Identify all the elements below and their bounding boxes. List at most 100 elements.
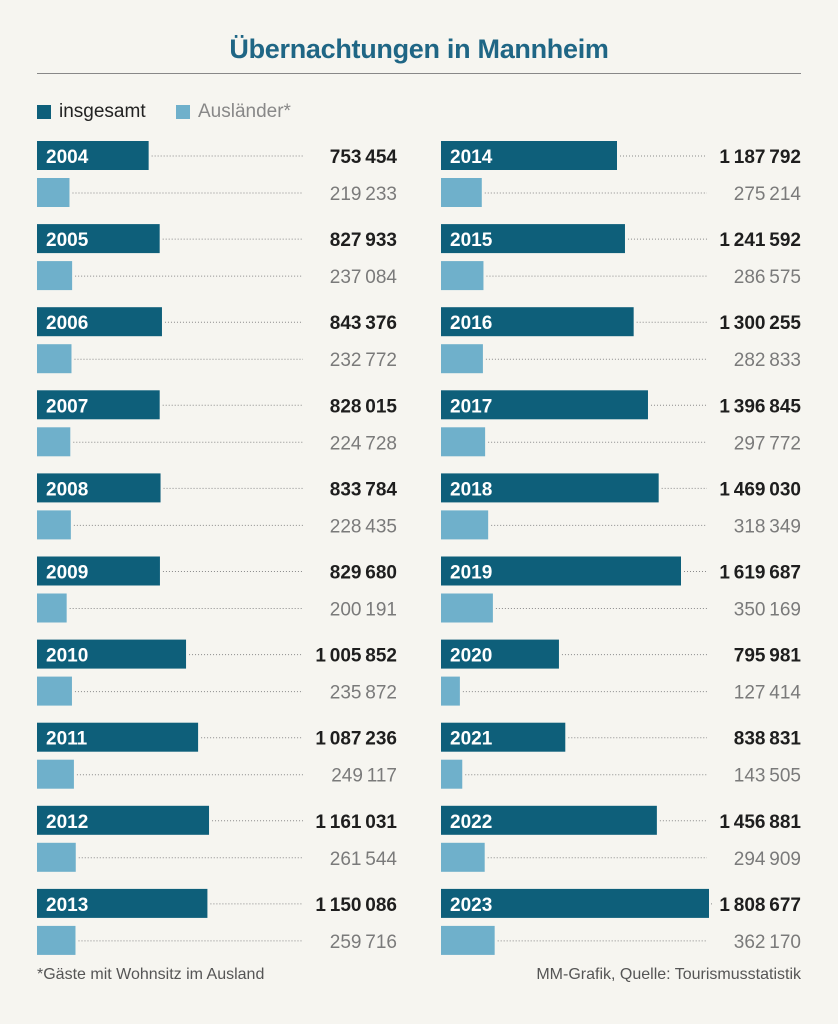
bar-total-2010 xyxy=(37,639,187,669)
value-label-foreign-2019: 350 169 xyxy=(734,600,801,621)
bar-foreign-2011 xyxy=(37,759,74,789)
value-label-total-2010: 1 005 852 xyxy=(315,646,397,667)
legend-label-total: insgesamt xyxy=(59,101,146,122)
value-label-foreign-2011: 249 117 xyxy=(331,766,397,787)
year-label-2013: 2013 xyxy=(46,895,88,916)
value-label-total-2014: 1 187 792 xyxy=(719,147,801,168)
bar-foreign-2022 xyxy=(441,842,485,872)
value-label-foreign-2004: 219 233 xyxy=(330,184,397,205)
bar-total-2013 xyxy=(37,888,208,918)
bar-total-2016 xyxy=(441,307,634,337)
value-label-total-2005: 827 933 xyxy=(330,230,397,251)
value-label-foreign-2005: 237 084 xyxy=(330,267,398,288)
bar-foreign-2020 xyxy=(441,676,460,706)
value-label-total-2017: 1 396 845 xyxy=(719,396,801,417)
bar-total-2007 xyxy=(37,390,160,420)
bar-foreign-2012 xyxy=(37,842,76,872)
value-label-foreign-2006: 232 772 xyxy=(330,350,397,371)
year-label-2009: 2009 xyxy=(46,563,88,584)
chart-title: Übernachtungen in Mannheim xyxy=(229,34,609,64)
bar-total-2012 xyxy=(37,805,210,835)
value-label-total-2008: 833 784 xyxy=(330,479,398,500)
year-label-2019: 2019 xyxy=(450,563,492,584)
value-label-total-2007: 828 015 xyxy=(330,396,398,417)
year-label-2008: 2008 xyxy=(46,479,88,500)
bar-total-2023 xyxy=(441,888,709,918)
year-label-2018: 2018 xyxy=(450,479,492,500)
bar-foreign-2005 xyxy=(37,261,73,291)
bar-total-2020 xyxy=(441,639,559,669)
value-label-total-2013: 1 150 086 xyxy=(315,895,397,916)
year-label-2022: 2022 xyxy=(450,812,492,833)
bar-foreign-2015 xyxy=(441,261,484,291)
value-label-total-2023: 1 808 677 xyxy=(719,895,801,916)
value-label-total-2016: 1 300 255 xyxy=(719,313,801,334)
bar-foreign-2017 xyxy=(441,427,486,457)
bar-total-2006 xyxy=(37,307,162,337)
year-label-2010: 2010 xyxy=(46,646,88,667)
bar-foreign-2023 xyxy=(441,925,495,955)
bar-total-2015 xyxy=(441,224,625,254)
year-label-2011: 2011 xyxy=(46,729,88,750)
year-label-2012: 2012 xyxy=(46,812,88,833)
year-label-2015: 2015 xyxy=(450,230,493,251)
year-label-2023: 2023 xyxy=(450,895,492,916)
value-label-total-2012: 1 161 031 xyxy=(315,812,397,833)
year-label-2017: 2017 xyxy=(450,396,492,417)
value-label-foreign-2018: 318 349 xyxy=(734,516,801,537)
bar-foreign-2019 xyxy=(441,593,493,623)
year-label-2020: 2020 xyxy=(450,646,492,667)
value-label-total-2006: 843 376 xyxy=(330,313,397,334)
value-label-foreign-2014: 275 214 xyxy=(734,184,802,205)
bar-foreign-2009 xyxy=(37,593,67,623)
value-label-foreign-2022: 294 909 xyxy=(734,849,801,870)
bar-foreign-2004 xyxy=(37,178,70,207)
value-label-total-2021: 838 831 xyxy=(734,729,802,750)
bar-total-2011 xyxy=(37,722,199,752)
value-label-foreign-2020: 127 414 xyxy=(734,683,802,704)
value-label-foreign-2023: 362 170 xyxy=(734,932,801,953)
bar-total-2009 xyxy=(37,556,160,586)
value-label-foreign-2007: 224 728 xyxy=(330,433,397,454)
value-label-foreign-2008: 228 435 xyxy=(330,516,397,537)
value-label-total-2009: 829 680 xyxy=(330,563,397,584)
year-label-2005: 2005 xyxy=(46,230,89,251)
value-label-total-2018: 1 469 030 xyxy=(719,479,801,500)
year-label-2016: 2016 xyxy=(450,313,492,334)
title-divider xyxy=(37,73,801,74)
legend-item-foreign: Ausländer* xyxy=(176,100,291,124)
bar-total-2004 xyxy=(37,141,149,170)
legend-label-foreign: Ausländer* xyxy=(198,101,291,122)
year-label-2007: 2007 xyxy=(46,396,88,417)
bar-total-2022 xyxy=(441,805,657,835)
year-label-2006: 2006 xyxy=(46,313,88,334)
value-label-total-2004: 753 454 xyxy=(330,147,398,168)
value-label-total-2020: 795 981 xyxy=(734,646,802,667)
bar-total-2021 xyxy=(441,722,566,752)
legend-swatch-total xyxy=(37,105,51,119)
value-label-foreign-2010: 235 872 xyxy=(330,683,397,704)
bar-foreign-2014 xyxy=(441,178,482,207)
bar-foreign-2008 xyxy=(37,510,71,540)
value-label-foreign-2009: 200 191 xyxy=(330,600,397,621)
bar-foreign-2006 xyxy=(37,344,72,374)
bar-total-2008 xyxy=(37,473,161,503)
bar-foreign-2010 xyxy=(37,676,72,706)
value-label-foreign-2016: 282 833 xyxy=(734,350,801,371)
value-label-foreign-2015: 286 575 xyxy=(734,267,801,288)
bar-foreign-2013 xyxy=(37,925,76,955)
bar-total-2014 xyxy=(441,141,618,170)
value-label-total-2022: 1 456 881 xyxy=(719,812,801,833)
bar-total-2005 xyxy=(37,224,160,254)
bar-total-2019 xyxy=(441,556,681,586)
year-label-2014: 2014 xyxy=(450,147,493,168)
value-label-total-2011: 1 087 236 xyxy=(315,729,397,750)
value-label-total-2019: 1 619 687 xyxy=(719,563,801,584)
bar-foreign-2016 xyxy=(441,344,483,374)
bar-foreign-2018 xyxy=(441,510,489,540)
legend-swatch-foreign xyxy=(176,105,190,119)
source-note: MM-Grafik, Quelle: Tourismusstatistik xyxy=(536,966,801,983)
legend-item-total: insgesamt xyxy=(37,100,146,124)
bar-total-2018 xyxy=(441,473,659,503)
